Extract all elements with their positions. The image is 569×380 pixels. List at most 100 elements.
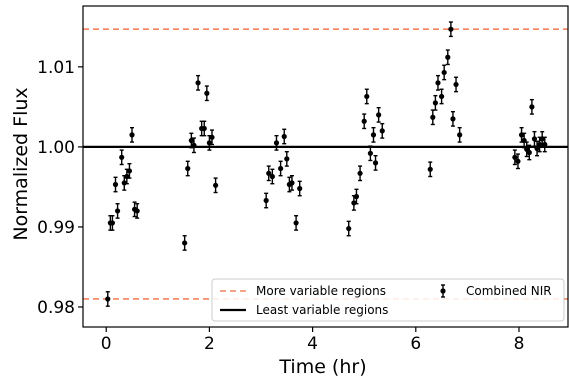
point-marker <box>269 173 275 180</box>
data-point <box>370 126 377 143</box>
point-marker <box>195 80 201 86</box>
data-point <box>432 94 438 111</box>
data-point <box>185 160 191 177</box>
x-tick-label: 0 <box>101 334 112 354</box>
point-marker <box>450 116 456 122</box>
data-point <box>427 161 433 178</box>
point-marker <box>191 142 197 148</box>
point-marker <box>126 168 133 174</box>
point-marker <box>357 170 363 176</box>
point-marker <box>278 165 284 172</box>
data-point <box>129 126 135 143</box>
point-marker <box>297 185 303 192</box>
data-point <box>191 137 197 154</box>
data-point <box>105 291 111 307</box>
point-marker <box>361 118 367 124</box>
data-point <box>269 168 275 185</box>
data-point <box>134 203 140 219</box>
data-point <box>266 165 272 182</box>
data-point <box>512 149 518 166</box>
data-point <box>357 165 363 182</box>
data-point <box>529 98 535 115</box>
point-marker <box>266 170 272 176</box>
data-point <box>435 74 441 91</box>
point-marker <box>273 140 280 146</box>
data-point <box>364 88 370 105</box>
point-marker <box>121 180 127 186</box>
data-point <box>542 136 548 153</box>
data-point <box>367 145 373 162</box>
point-marker <box>531 136 538 142</box>
data-point <box>204 85 210 102</box>
point-marker <box>438 93 445 100</box>
point-marker <box>435 80 441 86</box>
x-tick-label: 8 <box>514 334 525 354</box>
point-marker <box>109 220 116 226</box>
data-point <box>263 192 269 209</box>
data-point <box>297 180 303 197</box>
legend-label: Least variable regions <box>256 303 388 317</box>
point-marker <box>534 145 540 152</box>
data-point <box>438 88 445 105</box>
data-point <box>213 177 219 194</box>
data-point <box>361 113 367 130</box>
point-marker <box>209 134 215 140</box>
point-marker <box>364 93 370 100</box>
point-marker <box>204 90 210 96</box>
data-point <box>372 154 379 171</box>
data-point <box>531 130 538 147</box>
legend: More variable regions Combined NIR Least v… <box>211 278 565 322</box>
x-tick-label: 6 <box>410 334 421 354</box>
point-marker <box>284 156 290 162</box>
point-marker <box>201 125 207 132</box>
data-point <box>534 140 540 157</box>
point-marker <box>129 132 135 138</box>
data-point <box>450 110 456 127</box>
data-point <box>526 144 532 161</box>
point-marker <box>281 133 287 140</box>
point-marker <box>515 158 521 164</box>
point-marker <box>512 154 518 160</box>
point-marker <box>453 81 459 88</box>
point-marker <box>372 160 379 166</box>
data-point <box>182 235 188 251</box>
data-point <box>281 128 287 145</box>
data-point <box>445 49 451 66</box>
data-point <box>201 120 207 137</box>
point-marker <box>188 137 194 144</box>
point-marker <box>353 193 360 200</box>
point-marker <box>185 165 191 172</box>
point-marker <box>114 208 121 214</box>
data-point <box>376 106 382 123</box>
x-axis-title: Time (hr) <box>278 356 366 378</box>
point-marker <box>346 225 352 232</box>
y-axis: 0.98 0.99 1.00 1.01 <box>37 58 83 318</box>
data-point <box>353 188 360 205</box>
point-marker <box>119 154 125 160</box>
point-marker <box>427 166 433 172</box>
point-marker <box>441 69 447 76</box>
data-point <box>119 149 125 166</box>
point-marker <box>370 132 377 138</box>
point-marker <box>526 149 532 156</box>
data-point <box>448 21 454 38</box>
legend-item: Combined NIR <box>440 284 552 298</box>
data-point <box>112 176 119 193</box>
y-tick-label: 1.00 <box>37 138 75 158</box>
point-marker <box>112 181 119 188</box>
x-tick-label: 4 <box>307 334 318 354</box>
data-point <box>379 122 385 139</box>
legend-label: Combined NIR <box>466 284 552 298</box>
data-point <box>195 74 201 91</box>
point-marker <box>263 197 269 204</box>
point-marker <box>105 296 111 302</box>
data-point <box>126 162 133 179</box>
data-point <box>346 220 352 237</box>
data-point <box>430 109 436 126</box>
point-marker <box>182 240 188 246</box>
data-point <box>284 150 290 167</box>
data-point <box>114 203 121 219</box>
data-point <box>441 64 447 81</box>
point-marker <box>542 141 548 148</box>
